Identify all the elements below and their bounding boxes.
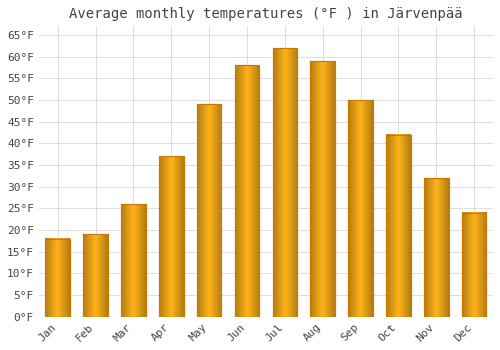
Bar [310, 61, 335, 317]
Bar [462, 213, 486, 317]
Bar [197, 104, 222, 317]
Bar [462, 213, 486, 317]
Bar [121, 204, 146, 317]
Bar [84, 234, 108, 317]
Bar [272, 48, 297, 317]
Bar [348, 100, 373, 317]
Bar [386, 135, 410, 317]
Bar [84, 234, 108, 317]
Bar [310, 61, 335, 317]
Bar [159, 156, 184, 317]
Bar [424, 178, 448, 317]
Bar [46, 239, 70, 317]
Bar [197, 104, 222, 317]
Bar [234, 65, 260, 317]
Bar [159, 156, 184, 317]
Bar [234, 65, 260, 317]
Bar [424, 178, 448, 317]
Bar [386, 135, 410, 317]
Bar [348, 100, 373, 317]
Title: Average monthly temperatures (°F ) in Järvenpää: Average monthly temperatures (°F ) in Jä… [69, 7, 462, 21]
Bar [46, 239, 70, 317]
Bar [121, 204, 146, 317]
Bar [272, 48, 297, 317]
